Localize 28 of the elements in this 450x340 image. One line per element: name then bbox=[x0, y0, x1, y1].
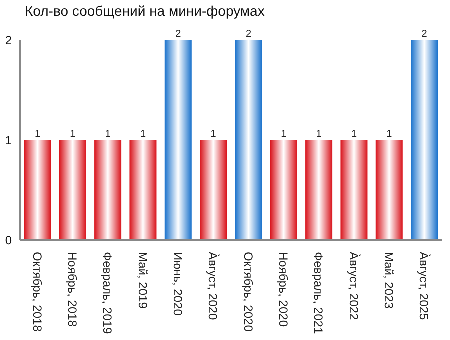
x-tick-label: А̀вгуст, 2022 bbox=[346, 252, 361, 320]
data-label: 1 bbox=[281, 129, 288, 140]
data-label: 1 bbox=[140, 129, 146, 140]
x-tick-label: А̀вгуст, 2020 bbox=[206, 252, 220, 320]
y-tick-label: 0 bbox=[5, 233, 12, 248]
data-label: 1 bbox=[105, 129, 112, 140]
x-tick-label: А̀вгуст, 2025 bbox=[417, 252, 432, 320]
x-tick-label: Октябрь, 2018 bbox=[30, 252, 44, 332]
x-tick-label: Июнь, 2020 bbox=[171, 252, 186, 316]
x-tick-label: Февраль, 2021 bbox=[312, 252, 326, 334]
x-tick-label: Ноябрь, 2018 bbox=[66, 252, 80, 328]
x-tick-label: Май, 2023 bbox=[382, 252, 396, 310]
chart-title: Кол-во сообщений на мини-форумах bbox=[25, 3, 265, 19]
data-label: 2 bbox=[176, 29, 182, 40]
data-label: 2 bbox=[422, 29, 428, 40]
data-label: 1 bbox=[386, 129, 393, 140]
y-tick-label: 2 bbox=[5, 33, 12, 48]
data-label: 1 bbox=[210, 129, 217, 140]
data-label: 1 bbox=[316, 129, 322, 140]
x-tick-label: Ноябрь, 2020 bbox=[276, 252, 291, 328]
x-tick-label: Февраль, 2019 bbox=[100, 252, 115, 334]
x-tick-label: Октябрь, 2020 bbox=[241, 252, 256, 332]
data-label: 1 bbox=[70, 129, 76, 140]
data-label: 2 bbox=[246, 29, 252, 40]
data-label: 1 bbox=[351, 129, 358, 140]
x-tick-label: Май, 2019 bbox=[136, 252, 150, 310]
y-tick-label: 1 bbox=[5, 133, 12, 148]
data-label: 1 bbox=[34, 129, 41, 140]
